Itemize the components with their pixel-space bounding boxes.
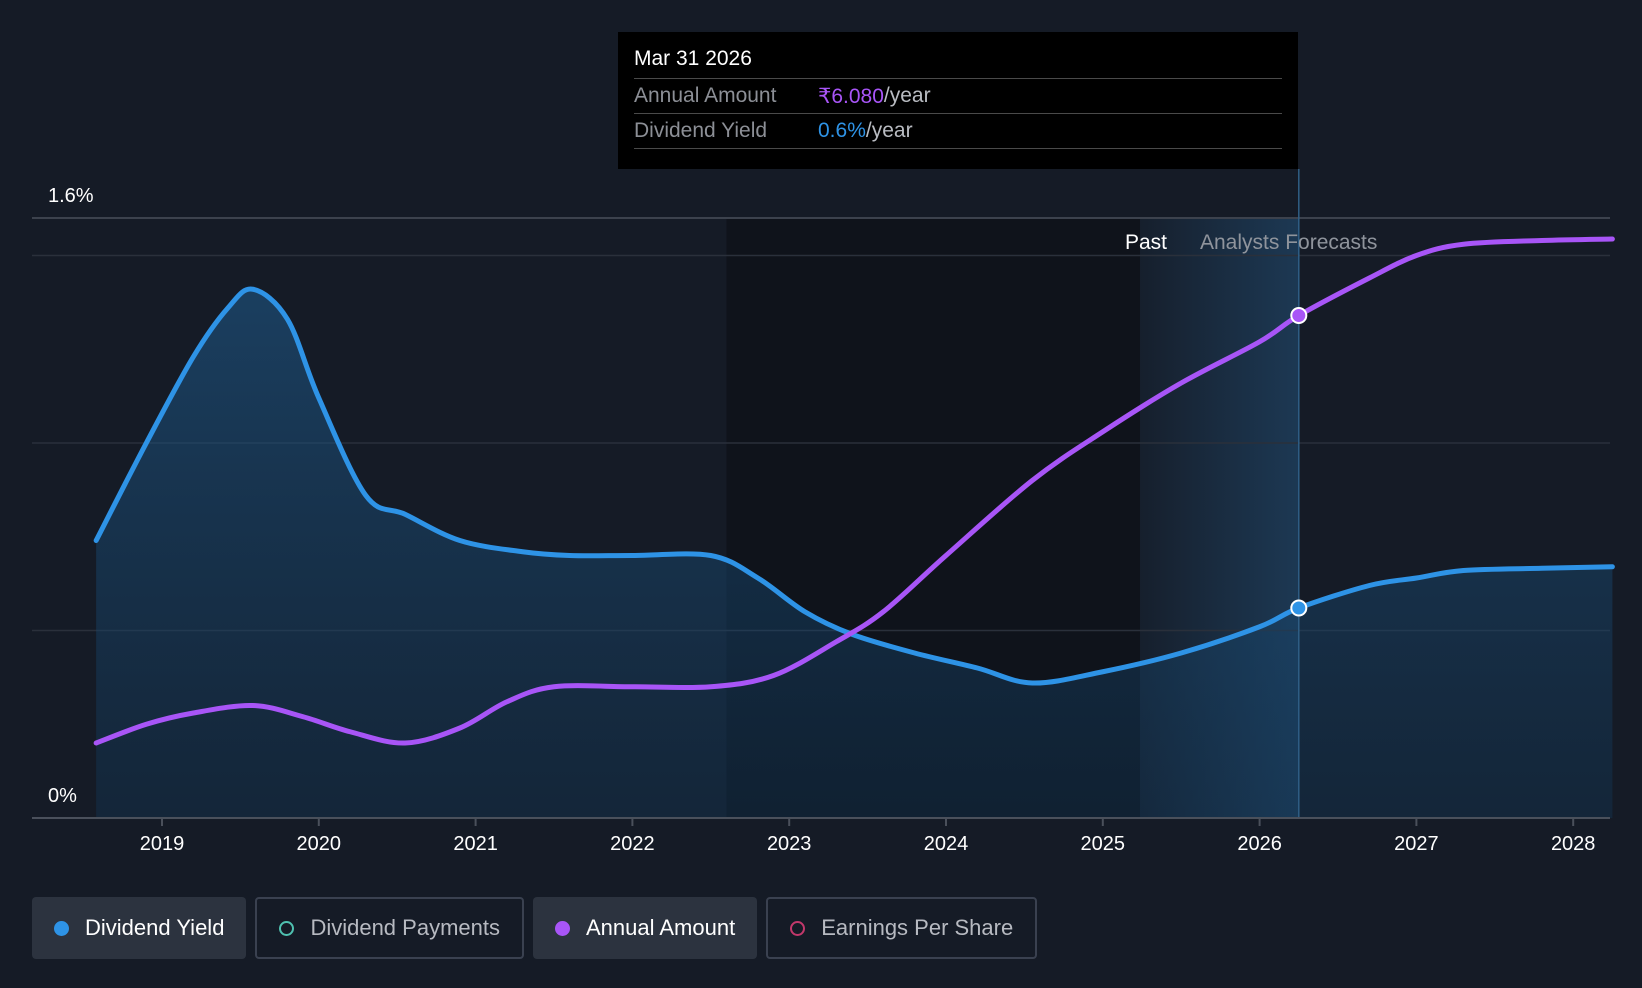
legend-label: Earnings Per Share: [821, 915, 1014, 940]
dividend-yield-line: [93, 286, 1615, 686]
tooltip-row-dividend-yield: Dividend Yield 0.6% /year: [634, 113, 1282, 149]
x-tick-label: 2022: [610, 833, 655, 855]
legend-earnings-per-share-button[interactable]: Earnings Per Share: [766, 897, 1038, 959]
dividend-yield-area: [96, 289, 1613, 818]
past-label: Past: [1125, 231, 1167, 254]
legend-label: Dividend Payments: [310, 915, 500, 940]
forecast-label: Analysts Forecasts: [1200, 231, 1377, 254]
earnings-per-share-ring-icon: [790, 920, 806, 936]
legend-dividend-payments-button[interactable]: Dividend Payments: [255, 897, 524, 959]
annual-amount-marker: [1290, 307, 1308, 324]
tooltip-label: Annual Amount: [634, 84, 777, 107]
legend-label: Annual Amount: [585, 915, 736, 940]
x-tick-label: 2020: [297, 833, 342, 855]
dividend-payments-ring-icon: [279, 920, 295, 936]
chart-tooltip: Mar 31 2026 Annual Amount ₹6.080 /year D…: [618, 32, 1298, 169]
annual-amount-dot-icon: [554, 920, 570, 936]
dividend-yield-dot-icon: [54, 920, 69, 936]
x-tick-label: 2025: [1081, 833, 1126, 855]
legend-annual-amount-button[interactable]: Annual Amount: [532, 897, 758, 959]
x-axis: 2019 2020 2021 2022 2023 2024 2025 2026 2027 2028: [32, 817, 1610, 855]
x-tick-label: 2026: [1237, 833, 1282, 855]
annual-amount-line: [93, 236, 1615, 746]
tooltip-label: Dividend Yield: [634, 119, 768, 142]
x-tick-label: 2023: [767, 833, 812, 855]
dividend-yield-marker: [1290, 599, 1308, 617]
y-tick-label-bottom: 0%: [48, 785, 77, 807]
tooltip-unit: /year: [865, 119, 913, 142]
tooltip-value: ₹6.080: [818, 84, 884, 108]
legend-dividend-yield-button[interactable]: Dividend Yield: [32, 897, 247, 959]
tooltip-date: Mar 31 2026: [634, 47, 752, 70]
y-tick-label-top: 1.6%: [48, 185, 94, 207]
x-tick-label: 2021: [453, 833, 498, 855]
chart-legend: Dividend Yield Dividend Payments Annual …: [32, 897, 1038, 959]
tooltip-value: 0.6%: [818, 119, 866, 142]
x-tick-label: 2027: [1394, 833, 1439, 855]
tooltip-row-annual-amount: Annual Amount ₹6.080 /year: [634, 78, 1282, 113]
x-tick-label: 2024: [924, 833, 969, 855]
legend-label: Dividend Yield: [85, 915, 225, 940]
x-tick-label: 2019: [140, 833, 185, 855]
x-tick-label: 2028: [1551, 833, 1596, 855]
tooltip-unit: /year: [883, 84, 931, 107]
